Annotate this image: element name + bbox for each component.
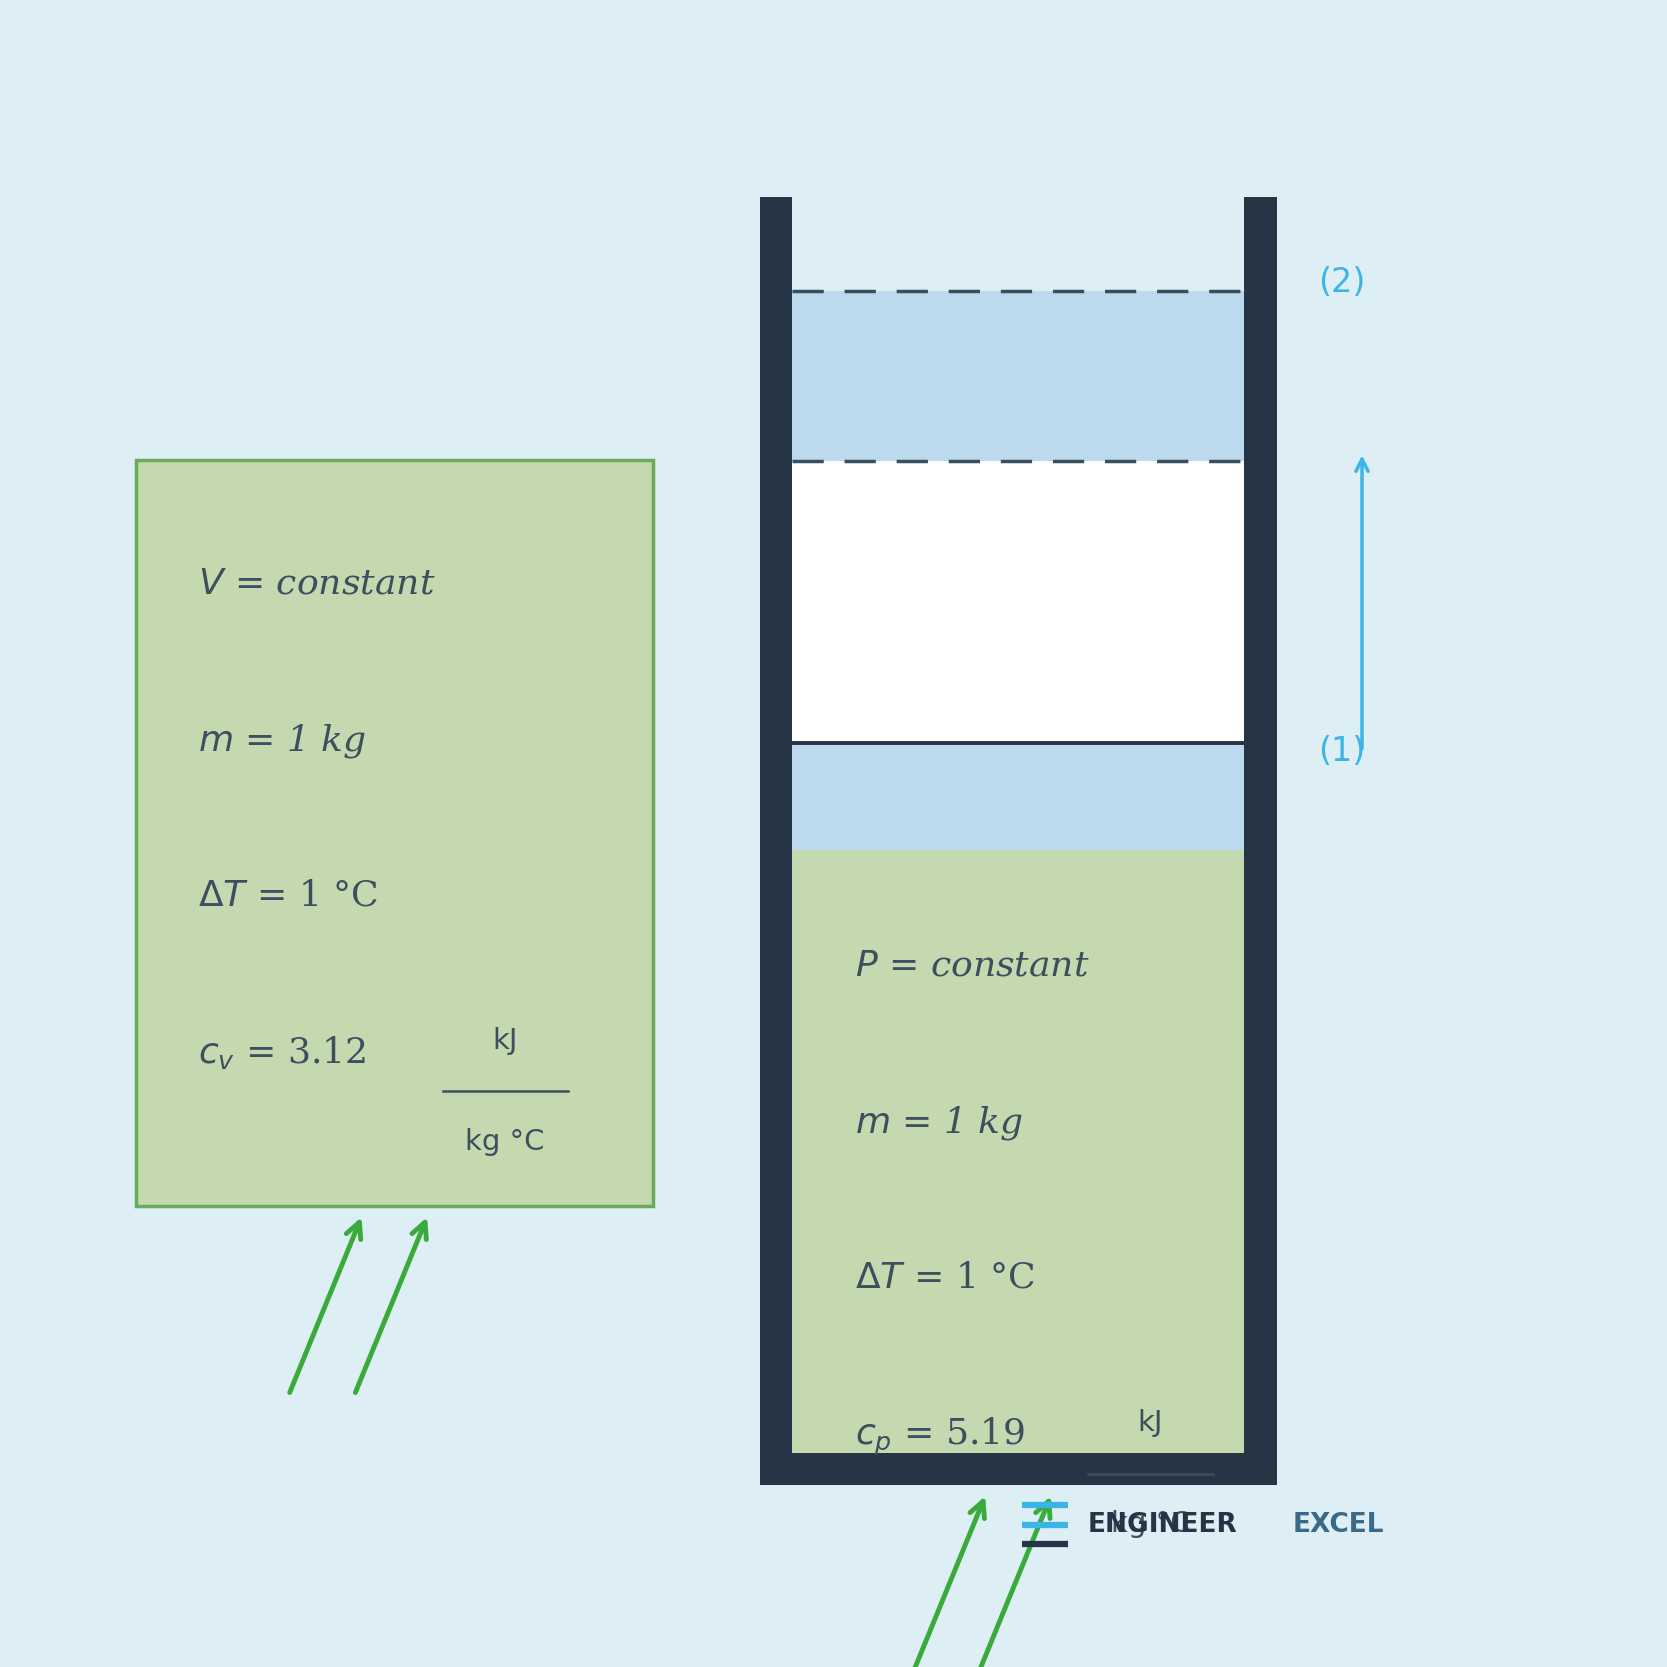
Text: $c_v$ = 3.12: $c_v$ = 3.12 — [198, 1034, 367, 1070]
Text: $V$ = constant: $V$ = constant — [198, 567, 437, 600]
Bar — [137, 460, 653, 1207]
Text: ENGINEER: ENGINEER — [1089, 1512, 1237, 1537]
Bar — [792, 460, 1244, 743]
Bar — [1244, 197, 1277, 1485]
Text: kJ: kJ — [492, 1027, 518, 1055]
Bar — [792, 197, 1244, 292]
Text: $c_p$ = 5.19: $c_p$ = 5.19 — [855, 1417, 1025, 1459]
Bar — [760, 197, 792, 1485]
Text: kg °C: kg °C — [1110, 1510, 1190, 1537]
Text: (1): (1) — [1317, 735, 1365, 768]
Bar — [760, 1452, 1277, 1485]
Text: $P$ = constant: $P$ = constant — [855, 949, 1090, 982]
Text: $m$ = 1 kg: $m$ = 1 kg — [198, 722, 367, 760]
Text: $\Delta T$ = 1 °C: $\Delta T$ = 1 °C — [855, 1260, 1035, 1294]
Text: (2): (2) — [1317, 267, 1365, 300]
Bar — [792, 743, 1244, 850]
Text: $m$ = 1 kg: $m$ = 1 kg — [855, 1104, 1024, 1142]
Bar — [792, 292, 1244, 460]
Text: kJ: kJ — [1137, 1410, 1164, 1437]
Text: kg °C: kg °C — [465, 1127, 545, 1155]
Text: $\Delta T$ = 1 °C: $\Delta T$ = 1 °C — [198, 879, 378, 912]
Text: EXCEL: EXCEL — [1294, 1512, 1385, 1537]
Bar — [792, 850, 1244, 1452]
